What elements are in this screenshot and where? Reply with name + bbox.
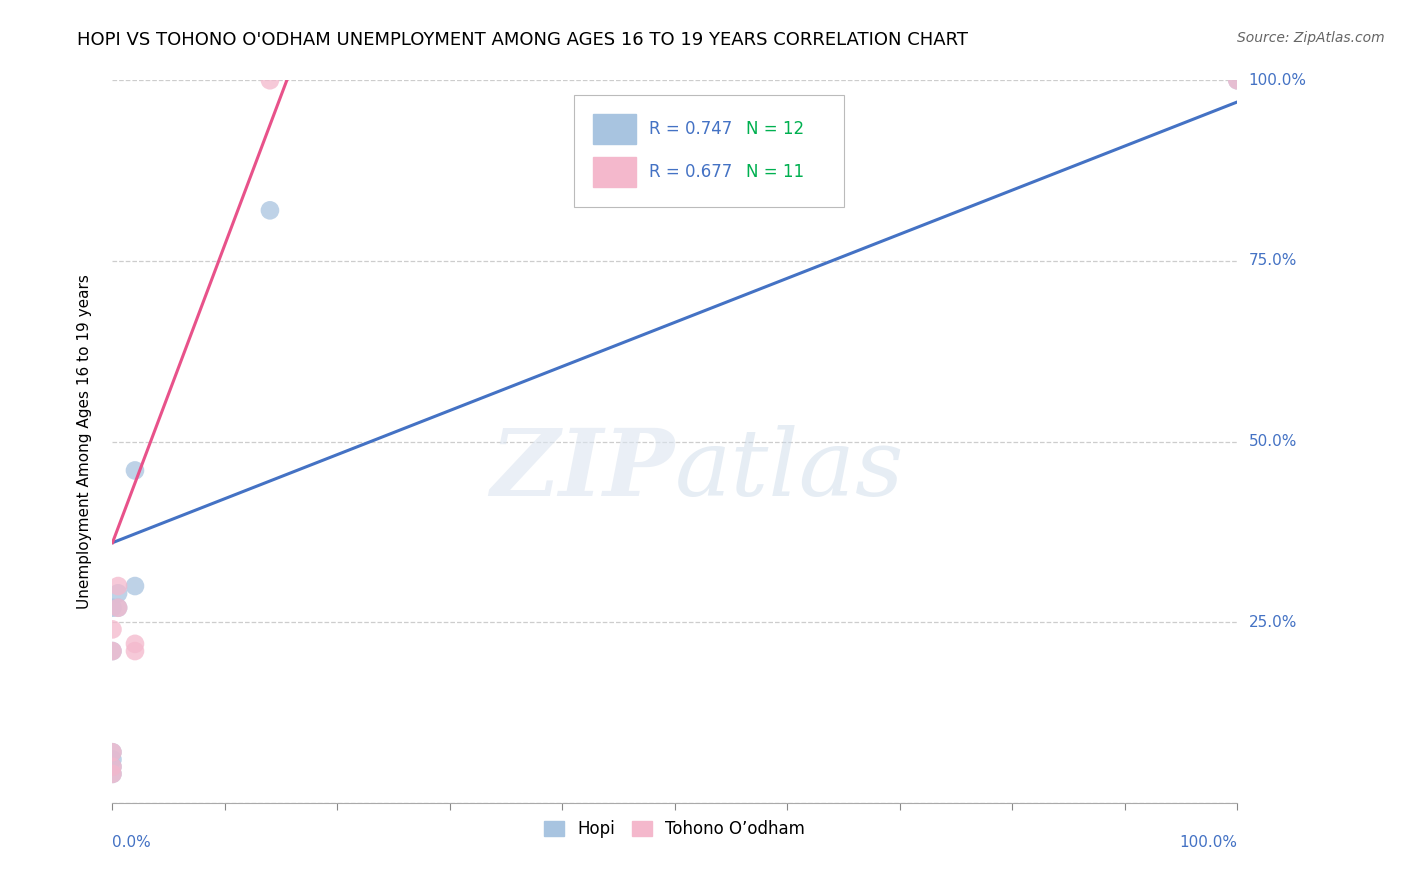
Text: 75.0%: 75.0% xyxy=(1249,253,1296,268)
Point xyxy=(101,767,124,781)
Point xyxy=(107,579,129,593)
Point xyxy=(1226,73,1249,87)
Text: 100.0%: 100.0% xyxy=(1180,835,1237,850)
Point xyxy=(101,600,124,615)
Point xyxy=(101,745,124,759)
Text: ZIP: ZIP xyxy=(491,425,675,516)
Point xyxy=(107,600,129,615)
Point xyxy=(259,203,281,218)
Text: 25.0%: 25.0% xyxy=(1249,615,1296,630)
Point xyxy=(101,644,124,658)
Point xyxy=(124,463,146,477)
Point xyxy=(101,623,124,637)
Point xyxy=(101,644,124,658)
Point xyxy=(101,760,124,774)
Text: N = 12: N = 12 xyxy=(745,120,804,137)
Text: 100.0%: 100.0% xyxy=(1249,73,1306,87)
Point xyxy=(101,745,124,759)
Text: 0.0%: 0.0% xyxy=(112,835,152,850)
Point xyxy=(124,579,146,593)
Text: 50.0%: 50.0% xyxy=(1249,434,1296,449)
Bar xyxy=(593,113,636,144)
Point xyxy=(107,600,129,615)
Point xyxy=(101,760,124,774)
Text: R = 0.747: R = 0.747 xyxy=(650,120,733,137)
Text: R = 0.677: R = 0.677 xyxy=(650,163,733,181)
Text: N = 11: N = 11 xyxy=(745,163,804,181)
Text: HOPI VS TOHONO O'ODHAM UNEMPLOYMENT AMONG AGES 16 TO 19 YEARS CORRELATION CHART: HOPI VS TOHONO O'ODHAM UNEMPLOYMENT AMON… xyxy=(77,31,969,49)
Text: atlas: atlas xyxy=(675,425,904,516)
Bar xyxy=(593,157,636,187)
Point xyxy=(259,73,281,87)
Legend: Hopi, Tohono O’odham: Hopi, Tohono O’odham xyxy=(537,814,813,845)
Y-axis label: Unemployment Among Ages 16 to 19 years: Unemployment Among Ages 16 to 19 years xyxy=(77,274,91,609)
Point xyxy=(101,767,124,781)
Point xyxy=(1226,73,1249,87)
Text: Source: ZipAtlas.com: Source: ZipAtlas.com xyxy=(1237,31,1385,45)
Point xyxy=(124,644,146,658)
Point xyxy=(107,586,129,600)
Point xyxy=(101,752,124,766)
FancyBboxPatch shape xyxy=(574,95,844,207)
Point xyxy=(124,637,146,651)
